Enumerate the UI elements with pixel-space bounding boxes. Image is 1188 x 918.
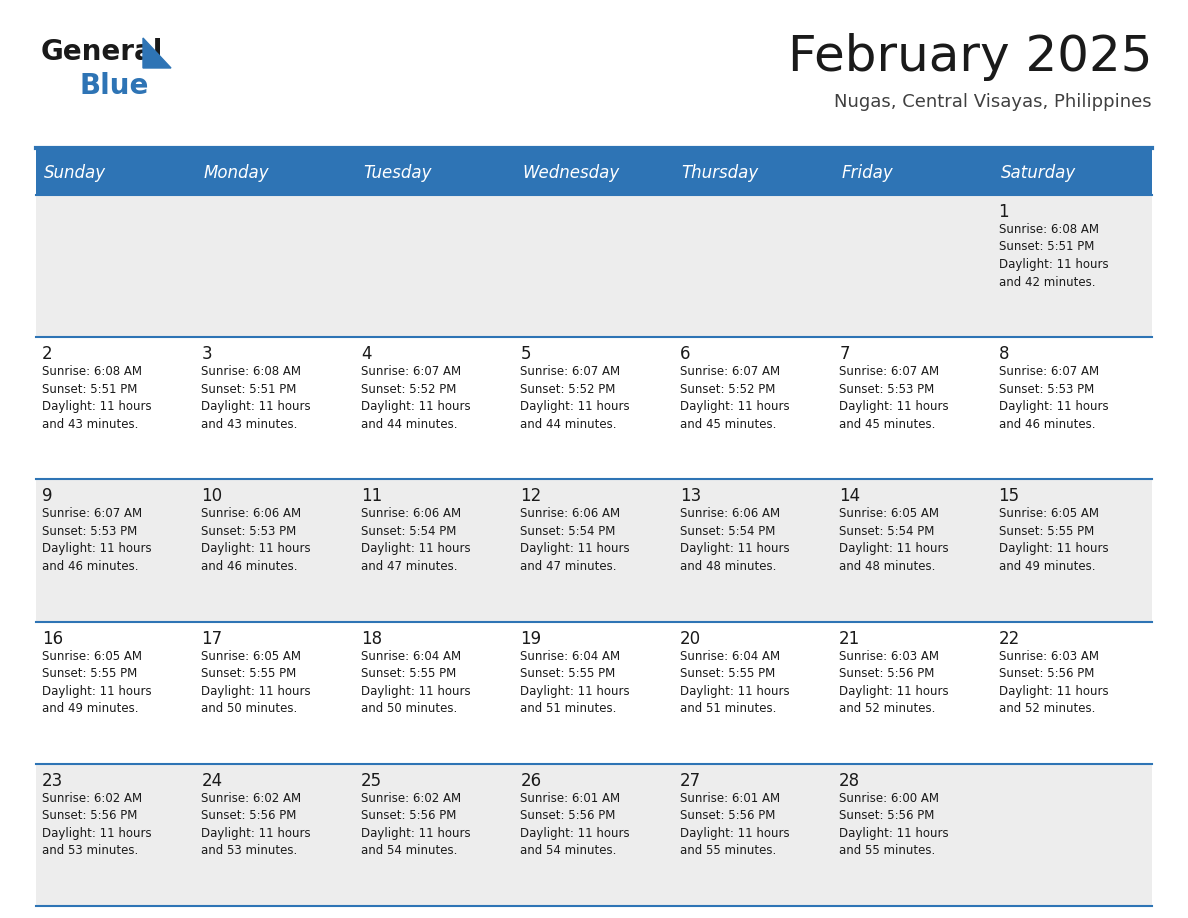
Text: Sunrise: 6:03 AM
Sunset: 5:56 PM
Daylight: 11 hours
and 52 minutes.: Sunrise: 6:03 AM Sunset: 5:56 PM Dayligh… [839, 650, 949, 715]
Text: 25: 25 [361, 772, 383, 789]
Text: 14: 14 [839, 487, 860, 506]
Text: Sunday: Sunday [44, 163, 106, 182]
Text: Sunrise: 6:07 AM
Sunset: 5:52 PM
Daylight: 11 hours
and 44 minutes.: Sunrise: 6:07 AM Sunset: 5:52 PM Dayligh… [520, 365, 630, 431]
Text: 27: 27 [680, 772, 701, 789]
Text: 20: 20 [680, 630, 701, 647]
Text: Monday: Monday [203, 163, 268, 182]
Text: 4: 4 [361, 345, 372, 364]
Text: 2: 2 [42, 345, 52, 364]
Text: Sunrise: 6:01 AM
Sunset: 5:56 PM
Daylight: 11 hours
and 54 minutes.: Sunrise: 6:01 AM Sunset: 5:56 PM Dayligh… [520, 792, 630, 857]
Text: 11: 11 [361, 487, 383, 506]
Text: 28: 28 [839, 772, 860, 789]
Text: Sunrise: 6:06 AM
Sunset: 5:53 PM
Daylight: 11 hours
and 46 minutes.: Sunrise: 6:06 AM Sunset: 5:53 PM Dayligh… [202, 508, 311, 573]
Text: Sunrise: 6:07 AM
Sunset: 5:53 PM
Daylight: 11 hours
and 45 minutes.: Sunrise: 6:07 AM Sunset: 5:53 PM Dayligh… [839, 365, 949, 431]
Text: Sunrise: 6:02 AM
Sunset: 5:56 PM
Daylight: 11 hours
and 53 minutes.: Sunrise: 6:02 AM Sunset: 5:56 PM Dayligh… [202, 792, 311, 857]
Text: Sunrise: 6:07 AM
Sunset: 5:52 PM
Daylight: 11 hours
and 44 minutes.: Sunrise: 6:07 AM Sunset: 5:52 PM Dayligh… [361, 365, 470, 431]
Bar [36, 337, 1152, 479]
Text: 3: 3 [202, 345, 211, 364]
Text: Sunrise: 6:06 AM
Sunset: 5:54 PM
Daylight: 11 hours
and 47 minutes.: Sunrise: 6:06 AM Sunset: 5:54 PM Dayligh… [361, 508, 470, 573]
Text: 1: 1 [999, 203, 1009, 221]
Text: Sunrise: 6:06 AM
Sunset: 5:54 PM
Daylight: 11 hours
and 47 minutes.: Sunrise: 6:06 AM Sunset: 5:54 PM Dayligh… [520, 508, 630, 573]
Text: 24: 24 [202, 772, 222, 789]
Text: Sunrise: 6:02 AM
Sunset: 5:56 PM
Daylight: 11 hours
and 54 minutes.: Sunrise: 6:02 AM Sunset: 5:56 PM Dayligh… [361, 792, 470, 857]
Text: Friday: Friday [841, 163, 893, 182]
Text: 17: 17 [202, 630, 222, 647]
Text: 21: 21 [839, 630, 860, 647]
Text: 19: 19 [520, 630, 542, 647]
Text: Sunrise: 6:07 AM
Sunset: 5:53 PM
Daylight: 11 hours
and 46 minutes.: Sunrise: 6:07 AM Sunset: 5:53 PM Dayligh… [42, 508, 152, 573]
Text: 26: 26 [520, 772, 542, 789]
Text: Sunrise: 6:08 AM
Sunset: 5:51 PM
Daylight: 11 hours
and 43 minutes.: Sunrise: 6:08 AM Sunset: 5:51 PM Dayligh… [202, 365, 311, 431]
Text: 6: 6 [680, 345, 690, 364]
Text: Sunrise: 6:06 AM
Sunset: 5:54 PM
Daylight: 11 hours
and 48 minutes.: Sunrise: 6:06 AM Sunset: 5:54 PM Dayligh… [680, 508, 789, 573]
Text: 7: 7 [839, 345, 849, 364]
Bar [36, 621, 1152, 764]
Text: Thursday: Thursday [682, 163, 759, 182]
Text: Sunrise: 6:05 AM
Sunset: 5:55 PM
Daylight: 11 hours
and 50 minutes.: Sunrise: 6:05 AM Sunset: 5:55 PM Dayligh… [202, 650, 311, 715]
Text: 23: 23 [42, 772, 63, 789]
Text: Sunrise: 6:05 AM
Sunset: 5:54 PM
Daylight: 11 hours
and 48 minutes.: Sunrise: 6:05 AM Sunset: 5:54 PM Dayligh… [839, 508, 949, 573]
Bar [36, 479, 1152, 621]
Text: Sunrise: 6:00 AM
Sunset: 5:56 PM
Daylight: 11 hours
and 55 minutes.: Sunrise: 6:00 AM Sunset: 5:56 PM Dayligh… [839, 792, 949, 857]
Text: Sunrise: 6:04 AM
Sunset: 5:55 PM
Daylight: 11 hours
and 51 minutes.: Sunrise: 6:04 AM Sunset: 5:55 PM Dayligh… [520, 650, 630, 715]
Text: 22: 22 [999, 630, 1019, 647]
Text: Tuesday: Tuesday [362, 163, 431, 182]
Text: Sunrise: 6:08 AM
Sunset: 5:51 PM
Daylight: 11 hours
and 42 minutes.: Sunrise: 6:08 AM Sunset: 5:51 PM Dayligh… [999, 223, 1108, 288]
Text: Sunrise: 6:05 AM
Sunset: 5:55 PM
Daylight: 11 hours
and 49 minutes.: Sunrise: 6:05 AM Sunset: 5:55 PM Dayligh… [42, 650, 152, 715]
Text: February 2025: February 2025 [788, 33, 1152, 81]
Text: Blue: Blue [78, 72, 148, 100]
Bar [36, 150, 1152, 195]
Text: Sunrise: 6:01 AM
Sunset: 5:56 PM
Daylight: 11 hours
and 55 minutes.: Sunrise: 6:01 AM Sunset: 5:56 PM Dayligh… [680, 792, 789, 857]
Text: 9: 9 [42, 487, 52, 506]
Text: Sunrise: 6:03 AM
Sunset: 5:56 PM
Daylight: 11 hours
and 52 minutes.: Sunrise: 6:03 AM Sunset: 5:56 PM Dayligh… [999, 650, 1108, 715]
Text: Sunrise: 6:02 AM
Sunset: 5:56 PM
Daylight: 11 hours
and 53 minutes.: Sunrise: 6:02 AM Sunset: 5:56 PM Dayligh… [42, 792, 152, 857]
Text: 5: 5 [520, 345, 531, 364]
Text: Sunrise: 6:07 AM
Sunset: 5:52 PM
Daylight: 11 hours
and 45 minutes.: Sunrise: 6:07 AM Sunset: 5:52 PM Dayligh… [680, 365, 789, 431]
Text: Sunrise: 6:08 AM
Sunset: 5:51 PM
Daylight: 11 hours
and 43 minutes.: Sunrise: 6:08 AM Sunset: 5:51 PM Dayligh… [42, 365, 152, 431]
Text: 12: 12 [520, 487, 542, 506]
Polygon shape [143, 38, 171, 68]
Text: Sunrise: 6:05 AM
Sunset: 5:55 PM
Daylight: 11 hours
and 49 minutes.: Sunrise: 6:05 AM Sunset: 5:55 PM Dayligh… [999, 508, 1108, 573]
Text: Sunrise: 6:04 AM
Sunset: 5:55 PM
Daylight: 11 hours
and 50 minutes.: Sunrise: 6:04 AM Sunset: 5:55 PM Dayligh… [361, 650, 470, 715]
Text: Sunrise: 6:07 AM
Sunset: 5:53 PM
Daylight: 11 hours
and 46 minutes.: Sunrise: 6:07 AM Sunset: 5:53 PM Dayligh… [999, 365, 1108, 431]
Bar [36, 764, 1152, 906]
Bar [36, 195, 1152, 337]
Text: 15: 15 [999, 487, 1019, 506]
Text: 16: 16 [42, 630, 63, 647]
Text: General: General [42, 38, 164, 66]
Text: 8: 8 [999, 345, 1009, 364]
Text: Sunrise: 6:04 AM
Sunset: 5:55 PM
Daylight: 11 hours
and 51 minutes.: Sunrise: 6:04 AM Sunset: 5:55 PM Dayligh… [680, 650, 789, 715]
Text: Saturday: Saturday [1000, 163, 1076, 182]
Text: Wednesday: Wednesday [523, 163, 619, 182]
Text: 13: 13 [680, 487, 701, 506]
Text: 10: 10 [202, 487, 222, 506]
Text: 18: 18 [361, 630, 383, 647]
Text: Nugas, Central Visayas, Philippines: Nugas, Central Visayas, Philippines [834, 93, 1152, 111]
